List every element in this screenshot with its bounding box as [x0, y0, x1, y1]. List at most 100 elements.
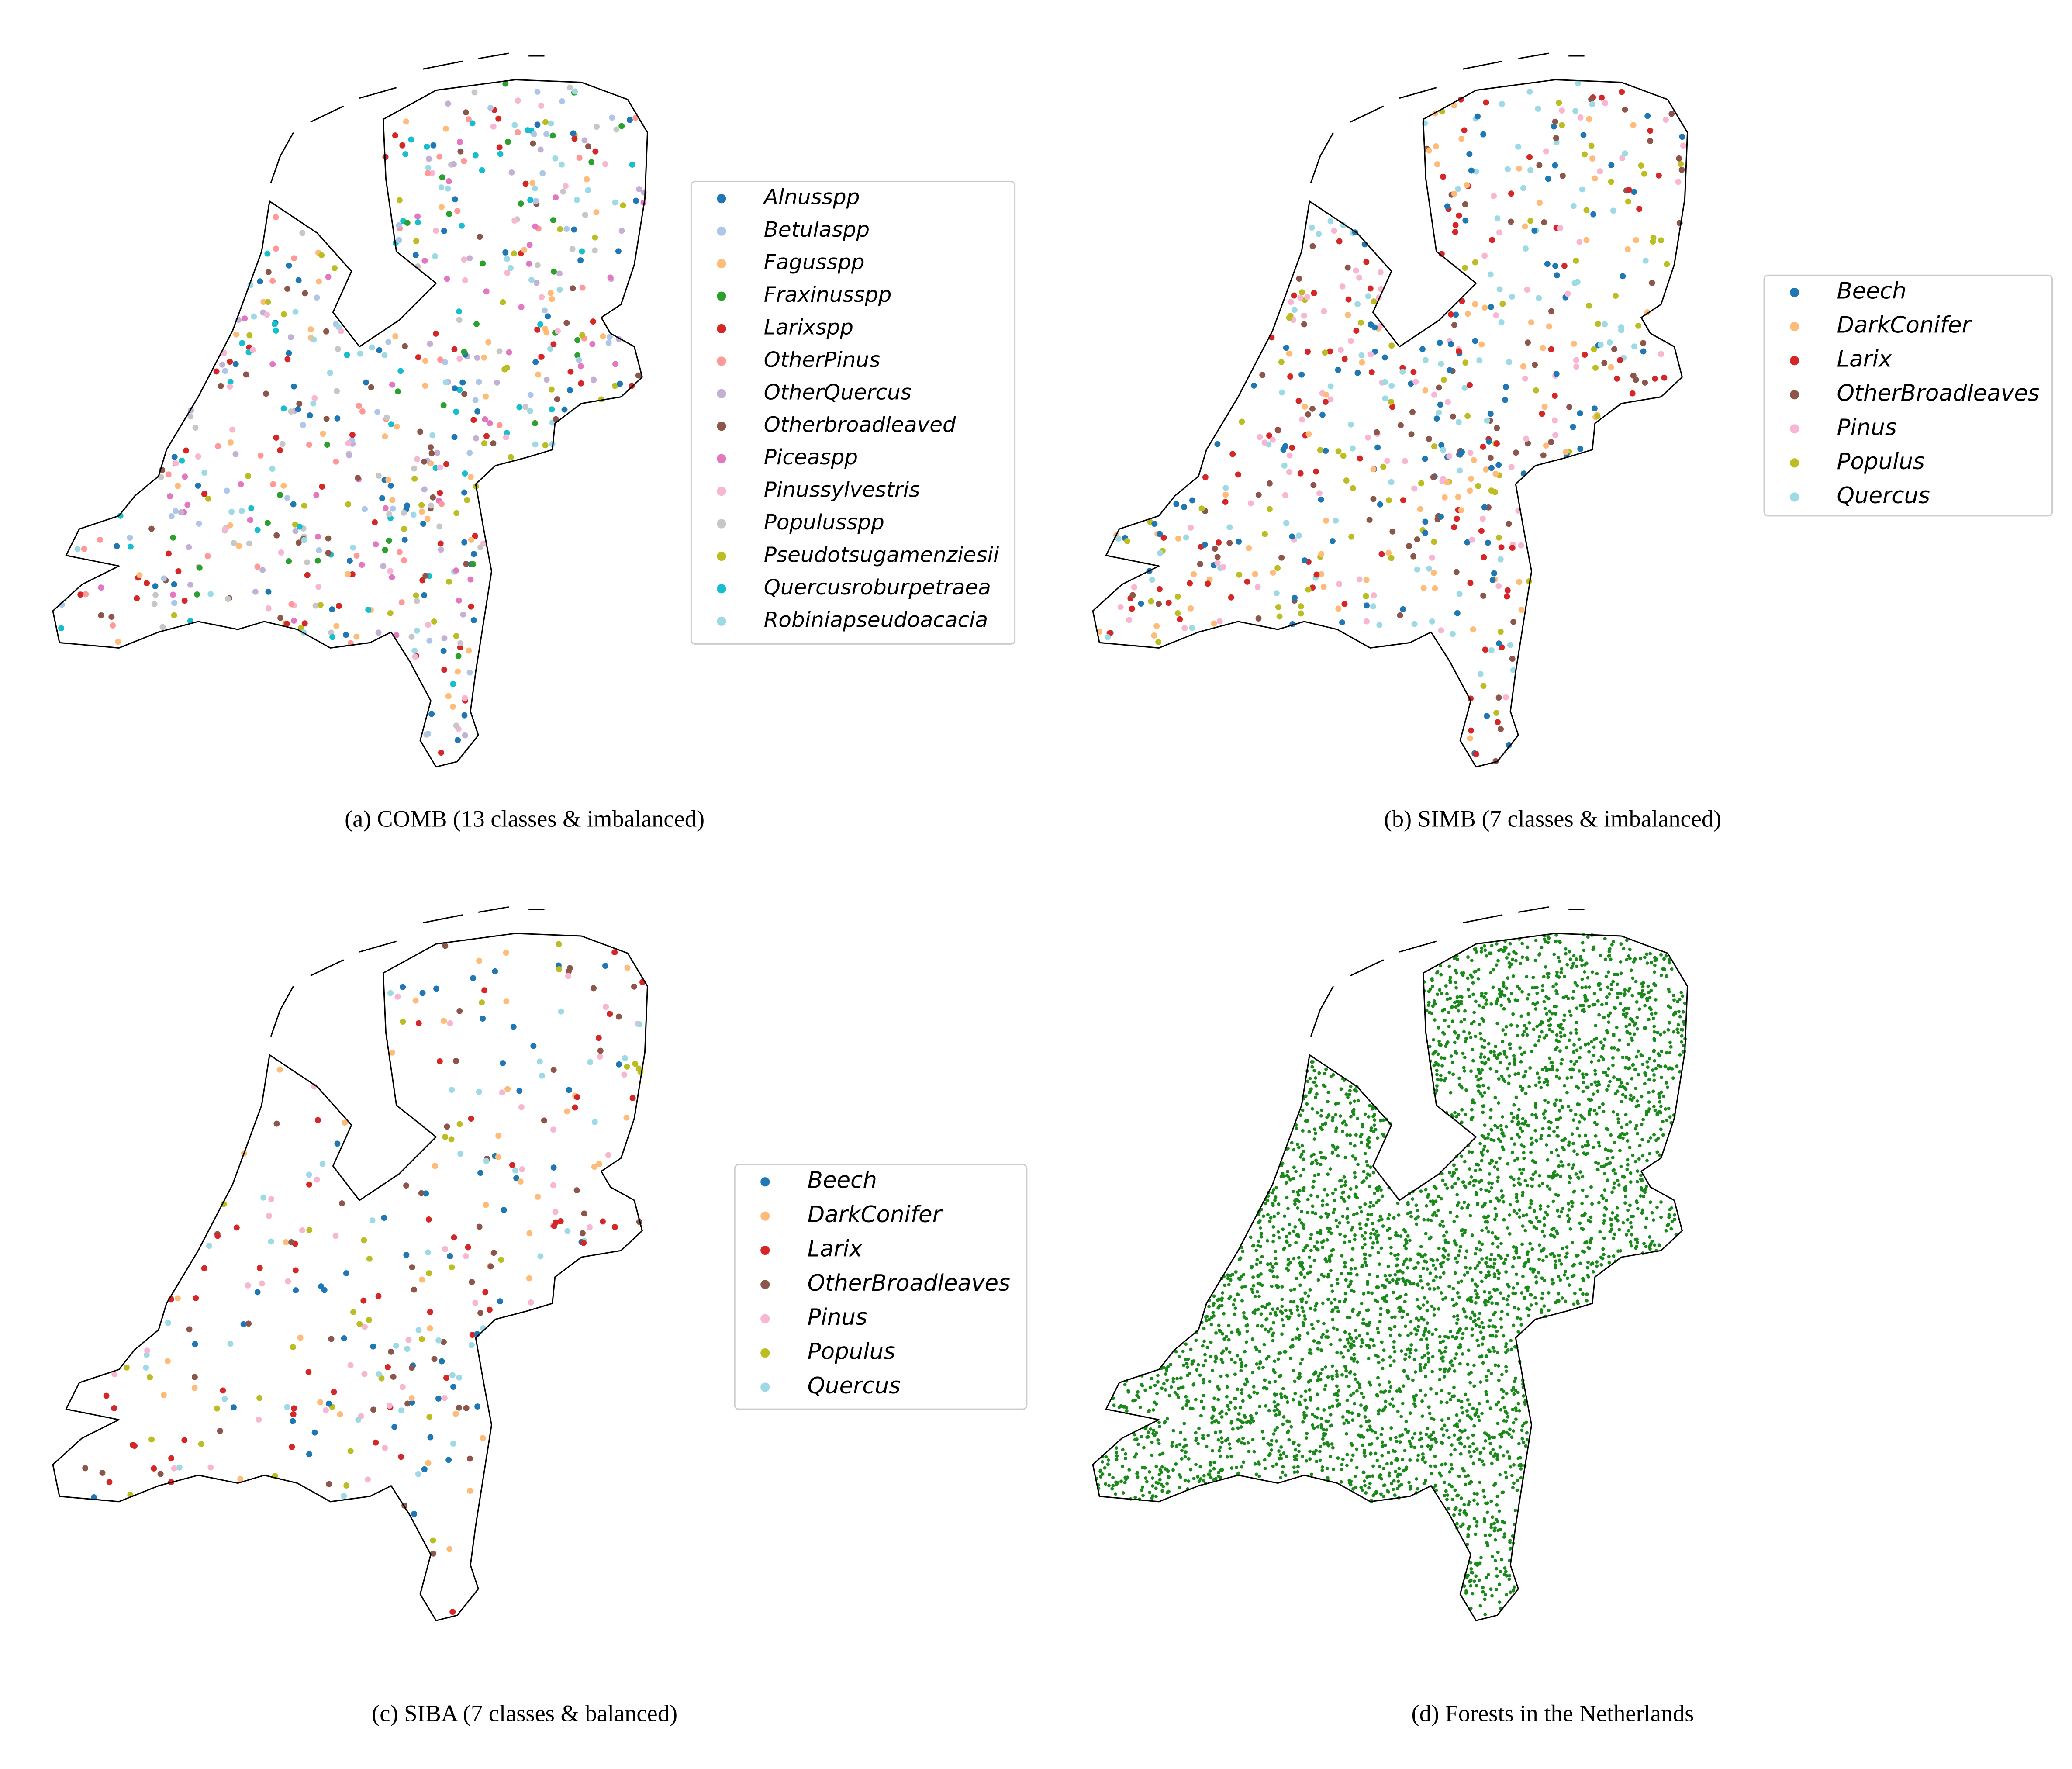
sample-point — [171, 1465, 177, 1472]
sample-point — [1479, 515, 1486, 522]
sample-point — [496, 422, 503, 428]
sample-point — [1319, 1417, 1323, 1420]
sample-point — [1575, 957, 1578, 961]
sample-point — [560, 188, 566, 195]
sample-point — [1298, 1372, 1302, 1375]
sample-point — [1345, 1463, 1349, 1467]
sample-point — [198, 1441, 204, 1447]
sample-point — [428, 502, 434, 509]
sample-point — [1479, 1271, 1483, 1274]
sample-point — [1664, 954, 1668, 958]
sample-point — [1397, 1387, 1401, 1391]
sample-point — [1584, 985, 1588, 989]
sample-point — [1160, 535, 1167, 541]
sample-point — [77, 591, 84, 598]
sample-point — [1259, 1261, 1262, 1265]
sample-point — [1306, 1380, 1310, 1384]
sample-point — [1516, 1479, 1520, 1482]
sample-point — [1569, 1109, 1573, 1113]
sample-point — [1274, 1262, 1278, 1266]
sample-point — [1295, 532, 1302, 539]
sample-point — [1443, 1296, 1447, 1300]
sample-point — [1336, 1309, 1340, 1313]
sample-point — [1529, 1199, 1533, 1203]
sample-point — [1635, 1237, 1639, 1241]
sample-point — [1661, 1119, 1665, 1123]
sample-point — [334, 1140, 341, 1147]
legend-label: Quercus — [1837, 483, 1930, 509]
sample-point — [1443, 1494, 1447, 1497]
sample-point — [1597, 1144, 1601, 1148]
sample-point — [409, 1264, 415, 1271]
sample-point — [1504, 1258, 1508, 1261]
sample-point — [1475, 1524, 1478, 1528]
sample-point — [1498, 1156, 1502, 1160]
sample-point — [1574, 1113, 1578, 1116]
sample-point — [539, 294, 545, 301]
sample-point — [1244, 1324, 1248, 1328]
sample-point — [1336, 581, 1343, 587]
sample-point — [410, 511, 417, 518]
sample-point — [1457, 1254, 1461, 1258]
sample-point — [1344, 264, 1351, 271]
sample-point — [1433, 1455, 1437, 1458]
sample-point — [1619, 942, 1623, 946]
sample-point — [1494, 1334, 1498, 1338]
sample-point — [1625, 1168, 1629, 1171]
sample-point — [1577, 1037, 1581, 1041]
sample-point — [1136, 1471, 1139, 1475]
sample-point — [1493, 312, 1499, 318]
sample-point — [1494, 1213, 1498, 1217]
sample-point — [499, 1089, 505, 1096]
sample-point — [1340, 1272, 1343, 1275]
sample-point — [1357, 1413, 1361, 1417]
sample-point — [1222, 499, 1229, 505]
sample-point — [1624, 246, 1631, 252]
sample-point — [1261, 1437, 1265, 1441]
sample-point — [1207, 1305, 1211, 1309]
sample-point — [1158, 1478, 1162, 1482]
sample-point — [1530, 1220, 1533, 1224]
sample-point — [233, 1224, 240, 1231]
sample-point — [1574, 1028, 1578, 1032]
sample-point — [1312, 1426, 1316, 1430]
sample-point — [1653, 1108, 1657, 1112]
sample-point — [1270, 1448, 1274, 1452]
sample-point — [1196, 1475, 1200, 1479]
sample-point — [426, 1270, 432, 1277]
sample-point — [1573, 1292, 1577, 1296]
sample-point — [1435, 1258, 1439, 1262]
sample-point — [390, 1374, 397, 1380]
sample-point — [1289, 533, 1295, 540]
sample-point — [1616, 1048, 1620, 1052]
sample-point — [1478, 1451, 1482, 1455]
sample-point — [1170, 1444, 1174, 1448]
sample-point — [1461, 1522, 1465, 1526]
sample-point — [318, 252, 325, 259]
sample-point — [148, 1436, 155, 1443]
sample-point — [1610, 1190, 1614, 1194]
sample-point — [1325, 1329, 1329, 1333]
sample-point — [1359, 1424, 1363, 1428]
sample-point — [1480, 1060, 1484, 1064]
sample-point — [1657, 1243, 1661, 1247]
sample-point — [401, 526, 407, 532]
sample-point — [1450, 1359, 1454, 1363]
sample-point — [465, 116, 472, 123]
sample-point — [1195, 1368, 1199, 1372]
sample-point — [1494, 425, 1500, 431]
sample-point — [1577, 114, 1584, 121]
sample-point — [1577, 410, 1583, 417]
sample-point — [1402, 458, 1408, 464]
sample-point — [1501, 1396, 1505, 1400]
sample-point — [1591, 1270, 1595, 1274]
sample-point — [1607, 950, 1611, 954]
sample-point — [1331, 1404, 1335, 1408]
sample-point — [1647, 1091, 1651, 1095]
sample-point — [1483, 1123, 1487, 1127]
sample-point — [1434, 1049, 1438, 1053]
sample-point — [1388, 479, 1395, 485]
sample-point — [1472, 1498, 1476, 1502]
sample-point — [1406, 1201, 1410, 1205]
sample-point — [1619, 155, 1626, 162]
